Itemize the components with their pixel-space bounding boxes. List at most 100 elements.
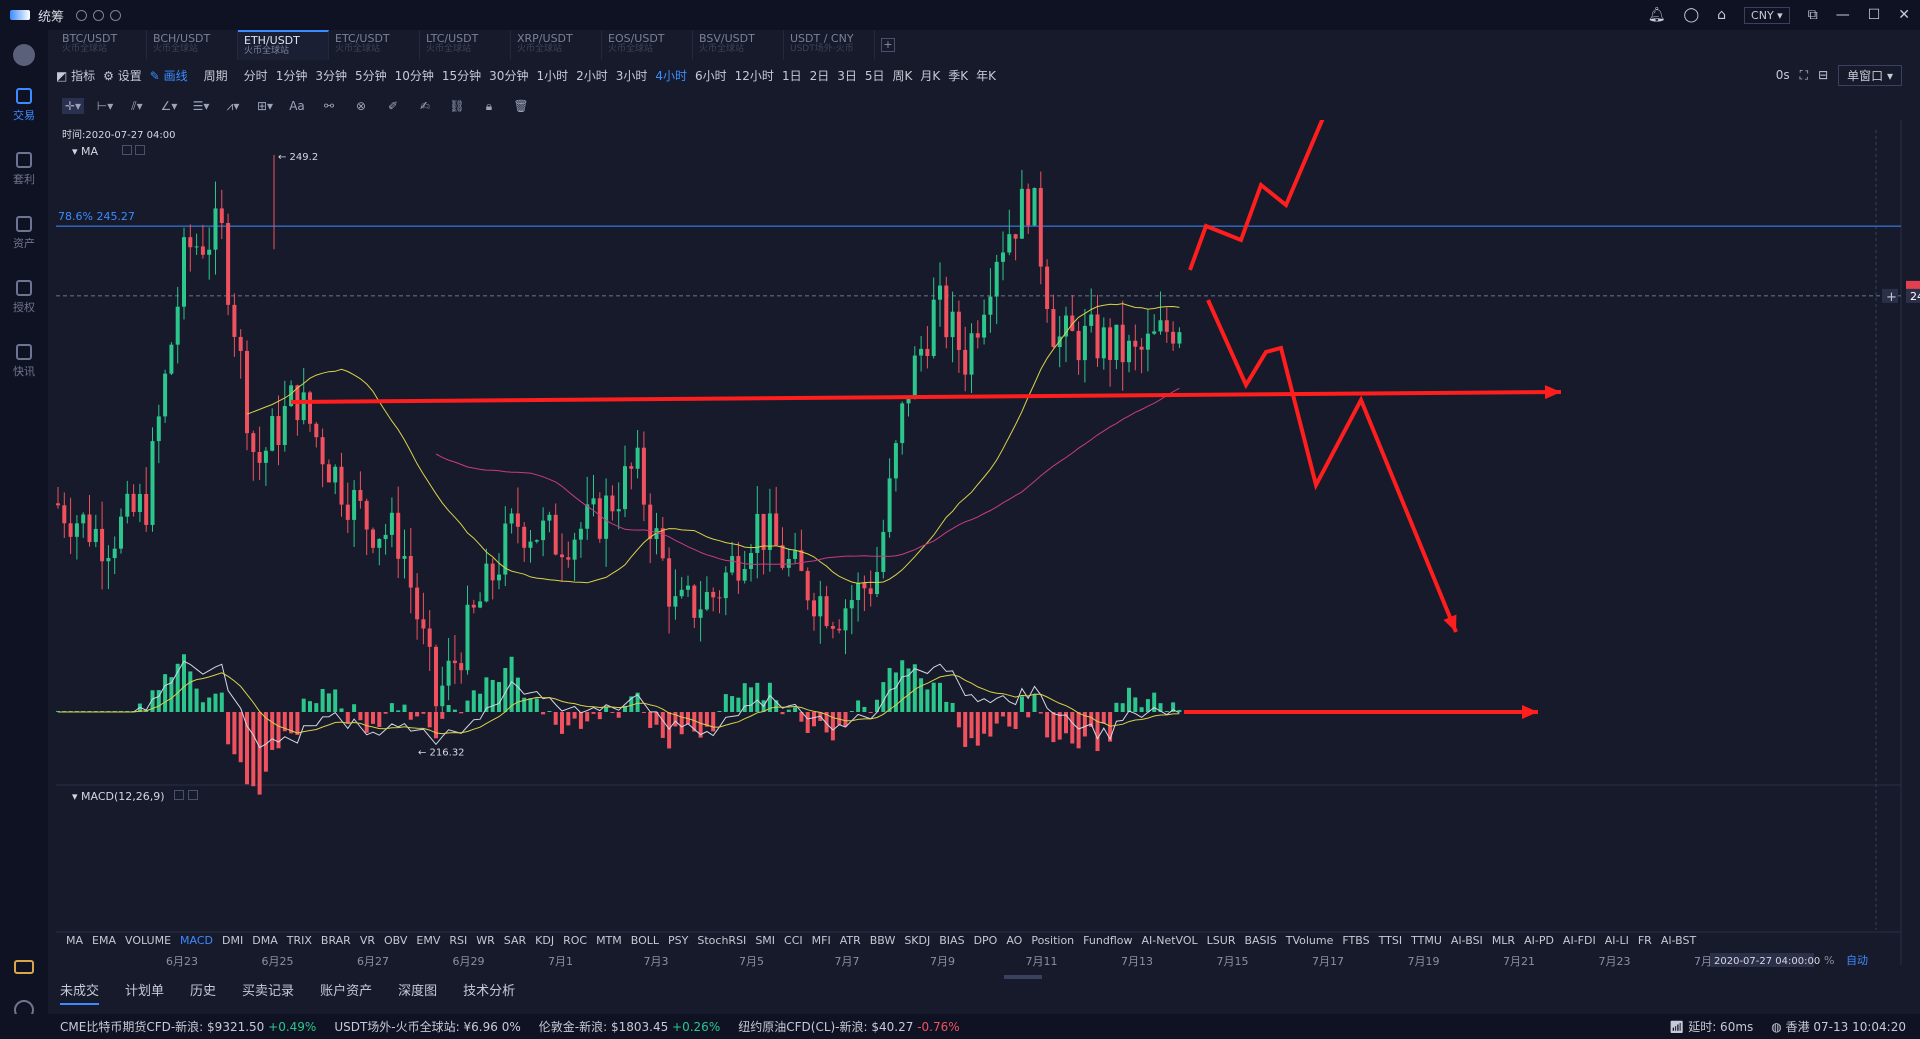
indicator-option[interactable]: RSI bbox=[449, 934, 468, 947]
indicator-option[interactable]: EMA bbox=[92, 934, 116, 947]
indicator-option[interactable]: DMI bbox=[222, 934, 244, 947]
sidebar-item-assets[interactable]: 资产 bbox=[0, 216, 48, 251]
interval-option[interactable]: 年K bbox=[976, 68, 996, 83]
indicator-option[interactable]: AI-PD bbox=[1524, 934, 1554, 947]
sidebar-item-trade[interactable]: 交易 bbox=[0, 88, 48, 123]
angle-tool-icon[interactable]: ∠▾ bbox=[160, 99, 178, 113]
lock-tool-icon[interactable]: 🔒︎ bbox=[485, 99, 493, 113]
chain-tool-icon[interactable]: ⛓ bbox=[449, 99, 465, 113]
indicator-option[interactable]: MTM bbox=[596, 934, 622, 947]
fib-tool-icon[interactable]: ☰▾ bbox=[192, 99, 210, 113]
indicator-option[interactable]: VOLUME bbox=[124, 934, 172, 947]
indicator-option[interactable]: Position bbox=[1031, 934, 1075, 947]
interval-option[interactable]: 3分钟 bbox=[315, 68, 347, 83]
brush-tool-icon[interactable]: ✍ bbox=[419, 99, 431, 113]
trash-tool-icon[interactable]: 🗑︎ bbox=[513, 99, 529, 113]
interval-option[interactable]: 分时 bbox=[243, 68, 268, 83]
crosshair-tool-icon[interactable]: ✛▾ bbox=[62, 98, 84, 114]
interval-option[interactable]: 6小时 bbox=[695, 68, 727, 83]
tab-bsv[interactable]: BSV/USDT 火币全球站 bbox=[693, 30, 784, 60]
maximize-icon[interactable]: ☐ bbox=[1867, 7, 1881, 23]
tab-eos[interactable]: EOS/USDT 火币全球站 bbox=[602, 30, 693, 60]
interval-option[interactable]: 周K bbox=[892, 68, 913, 83]
indicator-option[interactable]: TVolume bbox=[1285, 934, 1334, 947]
indicator-option[interactable]: AI-FDI bbox=[1562, 934, 1596, 947]
indicator-option[interactable]: VR bbox=[359, 934, 375, 947]
indicator-option[interactable]: WR bbox=[476, 934, 495, 947]
settings-button[interactable]: ⚙ 设置 bbox=[103, 68, 142, 83]
tab-trades[interactable]: 买卖记录 bbox=[242, 984, 295, 999]
grid-tool-icon[interactable]: ⊞▾ bbox=[256, 99, 274, 113]
indicator-option[interactable]: FTBS bbox=[1342, 934, 1370, 947]
text-tool-icon[interactable]: Aa bbox=[289, 99, 305, 113]
indicator-option[interactable]: MLR bbox=[1491, 934, 1516, 947]
ticker-item[interactable]: USDT场外-火币全球站: ¥6.96 0% bbox=[334, 1020, 521, 1034]
indicator-option[interactable]: ROC bbox=[563, 934, 588, 947]
vip-icon[interactable] bbox=[14, 960, 34, 974]
ticker-item[interactable]: 纽约原油CFD(CL)-新浪: $40.27 -0.76% bbox=[738, 1020, 960, 1034]
ruler-tool-icon[interactable]: ✐ bbox=[387, 99, 399, 113]
tab-usdt-cny[interactable]: USDT / CNY USDT场外·火币 bbox=[784, 30, 875, 60]
indicator-option[interactable]: SMI bbox=[755, 934, 776, 947]
interval-option[interactable]: 3日 bbox=[837, 68, 857, 83]
tab-eth[interactable]: ETH/USDT 火币全球站 bbox=[238, 30, 329, 60]
currency-select[interactable]: CNY ▾ bbox=[1744, 6, 1790, 24]
indicator-option[interactable]: TTSI bbox=[1378, 934, 1403, 947]
macd-legend[interactable]: ▾ MACD(12,26,9) bbox=[72, 790, 198, 803]
indicator-option[interactable]: TRIX bbox=[286, 934, 312, 947]
indicator-option[interactable]: BOLL bbox=[630, 934, 660, 947]
minimize-icon[interactable]: — bbox=[1835, 7, 1850, 23]
macd-settings-icon[interactable] bbox=[174, 790, 185, 800]
indicator-option[interactable]: DPO bbox=[973, 934, 998, 947]
record-icon[interactable] bbox=[93, 9, 105, 21]
tab-etc[interactable]: ETC/USDT 火币全球站 bbox=[329, 30, 420, 60]
bell-icon[interactable]: 🔔︎ bbox=[1647, 7, 1666, 23]
horizontal-line-tool-icon[interactable]: ⊢▾ bbox=[96, 99, 114, 113]
interval-option[interactable]: 季K bbox=[948, 68, 969, 83]
shirt-icon[interactable]: ⌂ bbox=[1717, 7, 1727, 23]
tab-ltc[interactable]: LTC/USDT 火币全球站 bbox=[420, 30, 511, 60]
interval-option[interactable]: 3小时 bbox=[615, 68, 648, 83]
tab-bch[interactable]: BCH/USDT 火币全球站 bbox=[147, 30, 238, 60]
indicator-option[interactable]: TTMU bbox=[1411, 934, 1442, 947]
indicator-option[interactable]: OBV bbox=[384, 934, 408, 947]
add-tab-button[interactable]: + bbox=[881, 38, 895, 52]
indicator-option[interactable]: AI-LI bbox=[1604, 934, 1629, 947]
tab-xrp[interactable]: XRP/USDT 火币全球站 bbox=[511, 30, 602, 60]
indicator-option[interactable]: SAR bbox=[503, 934, 527, 947]
fullscreen-icon[interactable]: ⛶ bbox=[1799, 67, 1809, 82]
clock-icon[interactable] bbox=[110, 9, 122, 21]
tab-depth-chart[interactable]: 深度图 bbox=[398, 984, 438, 999]
ticker-item[interactable]: CME比特币期货CFD-新浪: $9321.50 +0.49% bbox=[60, 1020, 317, 1034]
magnet-tool-icon[interactable]: ⊗ bbox=[355, 99, 367, 113]
indicator-option[interactable]: ATR bbox=[839, 934, 861, 947]
tab-plan-orders[interactable]: 计划单 bbox=[125, 984, 165, 999]
tab-open-orders[interactable]: 未成交 bbox=[60, 980, 100, 1005]
indicator-option[interactable]: BIAS bbox=[939, 934, 965, 947]
indicator-option[interactable]: MA bbox=[66, 934, 84, 947]
indicator-option[interactable]: KDJ bbox=[535, 934, 555, 947]
interval-option[interactable]: 1分钟 bbox=[275, 68, 308, 83]
draw-button[interactable]: ✎ 画线 bbox=[149, 68, 188, 83]
pattern-tool-icon[interactable]: ⚯ bbox=[323, 99, 335, 113]
indicator-option[interactable]: MFI bbox=[811, 934, 831, 947]
interval-option[interactable]: 月K bbox=[920, 68, 941, 83]
indicator-option[interactable]: BASIS bbox=[1244, 934, 1277, 947]
macd-close-icon[interactable] bbox=[187, 790, 198, 800]
indicator-option[interactable]: EMV bbox=[416, 934, 441, 947]
interval-option[interactable]: 15分钟 bbox=[441, 68, 482, 83]
indicator-button[interactable]: ◩ 指标 bbox=[56, 68, 96, 83]
interval-option[interactable]: 2日 bbox=[809, 68, 830, 83]
indicator-option[interactable]: StochRSI bbox=[697, 934, 747, 947]
interval-option[interactable]: 12小时 bbox=[734, 68, 774, 83]
tab-btc[interactable]: BTC/USDT 火币全球站 bbox=[56, 30, 147, 60]
indicator-option[interactable]: PSY bbox=[668, 934, 689, 947]
tab-technical-analysis[interactable]: 技术分析 bbox=[463, 984, 516, 999]
indicator-option[interactable]: AI-NetVOL bbox=[1141, 934, 1198, 947]
indicator-option[interactable]: AI-BST bbox=[1660, 934, 1697, 947]
interval-option[interactable]: 1小时 bbox=[536, 68, 569, 83]
tab-account-assets[interactable]: 账户资产 bbox=[320, 984, 373, 999]
interval-option[interactable]: 5日 bbox=[864, 68, 885, 83]
chat-icon[interactable]: ◯ bbox=[1683, 7, 1700, 23]
ma-settings-icon[interactable] bbox=[121, 145, 132, 155]
